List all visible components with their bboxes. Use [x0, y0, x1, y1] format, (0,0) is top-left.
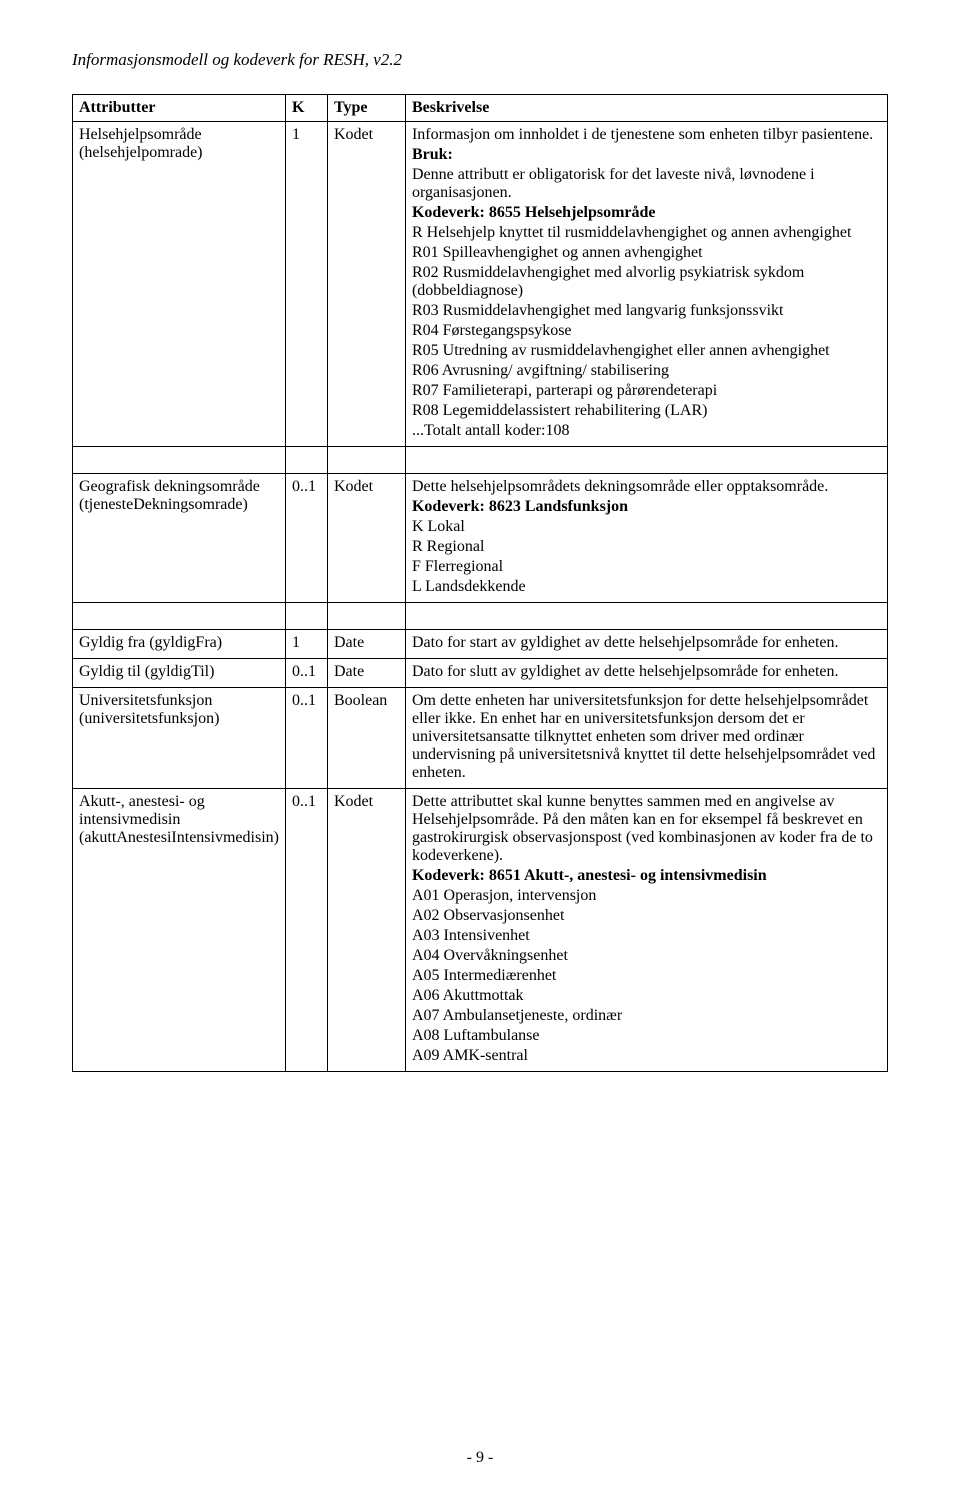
table-row: Universitetsfunksjon (universitetsfunksj…: [73, 688, 888, 789]
cell-attr: Gyldig fra (gyldigFra): [73, 630, 286, 659]
desc-kodeverk-label: Kodeverk: 8655 Helsehjelpsområde: [412, 204, 881, 222]
table-header-row: Attributter K Type Beskrivelse: [73, 95, 888, 122]
page-number: - 9 -: [0, 1449, 960, 1467]
desc-intro: Dato for start av gyldighet av dette hel…: [412, 634, 881, 652]
attributes-table: Attributter K Type Beskrivelse Helsehjel…: [72, 94, 888, 1072]
cell-desc: Informasjon om innholdet i de tjenestene…: [405, 122, 887, 447]
desc-intro: Dato for slutt av gyldighet av dette hel…: [412, 663, 881, 681]
cell-k: 0..1: [285, 789, 327, 1072]
desc-line: A06 Akuttmottak: [412, 987, 881, 1005]
table-row: Geografisk dekningsområde (tjenesteDekni…: [73, 474, 888, 603]
table-spacer: [73, 447, 888, 474]
cell-type: Kodet: [327, 474, 405, 603]
cell-k: 0..1: [285, 688, 327, 789]
cell-attr: Universitetsfunksjon (universitetsfunksj…: [73, 688, 286, 789]
col-header-k: K: [285, 95, 327, 122]
desc-line: R04 Førstegangspsykose: [412, 322, 881, 340]
desc-bruk: Denne attributt er obligatorisk for det …: [412, 166, 881, 202]
cell-desc: Om dette enheten har universitetsfunksjo…: [405, 688, 887, 789]
cell-type: Kodet: [327, 789, 405, 1072]
desc-kodeverk-label: Kodeverk: 8651 Akutt-, anestesi- og inte…: [412, 867, 881, 885]
cell-desc: Dato for start av gyldighet av dette hel…: [405, 630, 887, 659]
desc-line: R06 Avrusning/ avgiftning/ stabilisering: [412, 362, 881, 380]
desc-line: A09 AMK-sentral: [412, 1047, 881, 1065]
cell-type: Boolean: [327, 688, 405, 789]
desc-line: R02 Rusmiddelavhengighet med alvorlig ps…: [412, 264, 881, 300]
desc-bruk-label: Bruk:: [412, 146, 881, 164]
desc-line: F Flerregional: [412, 558, 881, 576]
desc-line: A01 Operasjon, intervensjon: [412, 887, 881, 905]
document-title: Informasjonsmodell og kodeverk for RESH,…: [72, 50, 888, 70]
col-header-attributter: Attributter: [73, 95, 286, 122]
table-row: Gyldig fra (gyldigFra) 1 Date Dato for s…: [73, 630, 888, 659]
desc-line: R Regional: [412, 538, 881, 556]
desc-line: R08 Legemiddelassistert rehabilitering (…: [412, 402, 881, 420]
cell-type: Date: [327, 630, 405, 659]
desc-line: R07 Familieterapi, parterapi og pårørend…: [412, 382, 881, 400]
col-header-beskrivelse: Beskrivelse: [405, 95, 887, 122]
table-row: Akutt-, anestesi- og intensivmedisin (ak…: [73, 789, 888, 1072]
col-header-type: Type: [327, 95, 405, 122]
desc-line: K Lokal: [412, 518, 881, 536]
desc-line: ...Totalt antall koder:108: [412, 422, 881, 440]
desc-kodeverk-label: Kodeverk: 8623 Landsfunksjon: [412, 498, 881, 516]
desc-line: A08 Luftambulanse: [412, 1027, 881, 1045]
table-row: Gyldig til (gyldigTil) 0..1 Date Dato fo…: [73, 659, 888, 688]
desc-line: A07 Ambulansetjeneste, ordinær: [412, 1007, 881, 1025]
desc-line: A05 Intermediærenhet: [412, 967, 881, 985]
desc-intro: Om dette enheten har universitetsfunksjo…: [412, 692, 881, 782]
cell-desc: Dette attributtet skal kunne benyttes sa…: [405, 789, 887, 1072]
cell-k: 1: [285, 122, 327, 447]
table-spacer: [73, 603, 888, 630]
desc-line: R Helsehjelp knyttet til rusmiddelavheng…: [412, 224, 881, 242]
desc-intro: Informasjon om innholdet i de tjenestene…: [412, 126, 881, 144]
document-page: Informasjonsmodell og kodeverk for RESH,…: [0, 0, 960, 1497]
cell-k: 1: [285, 630, 327, 659]
desc-line: A02 Observasjonsenhet: [412, 907, 881, 925]
cell-attr: Helsehjelpsområde (helsehjelpomrade): [73, 122, 286, 447]
desc-line: A03 Intensivenhet: [412, 927, 881, 945]
desc-line: R01 Spilleavhengighet og annen avhengigh…: [412, 244, 881, 262]
cell-attr: Gyldig til (gyldigTil): [73, 659, 286, 688]
table-row: Helsehjelpsområde (helsehjelpomrade) 1 K…: [73, 122, 888, 447]
cell-attr: Geografisk dekningsområde (tjenesteDekni…: [73, 474, 286, 603]
desc-line: R05 Utredning av rusmiddelavhengighet el…: [412, 342, 881, 360]
desc-line: L Landsdekkende: [412, 578, 881, 596]
cell-attr: Akutt-, anestesi- og intensivmedisin (ak…: [73, 789, 286, 1072]
desc-intro: Dette helsehjelpsområdets dekningsområde…: [412, 478, 881, 496]
cell-desc: Dato for slutt av gyldighet av dette hel…: [405, 659, 887, 688]
desc-intro: Dette attributtet skal kunne benyttes sa…: [412, 793, 881, 865]
desc-line: A04 Overvåkningsenhet: [412, 947, 881, 965]
cell-k: 0..1: [285, 474, 327, 603]
cell-desc: Dette helsehjelpsområdets dekningsområde…: [405, 474, 887, 603]
cell-k: 0..1: [285, 659, 327, 688]
cell-type: Kodet: [327, 122, 405, 447]
desc-line: R03 Rusmiddelavhengighet med langvarig f…: [412, 302, 881, 320]
cell-type: Date: [327, 659, 405, 688]
